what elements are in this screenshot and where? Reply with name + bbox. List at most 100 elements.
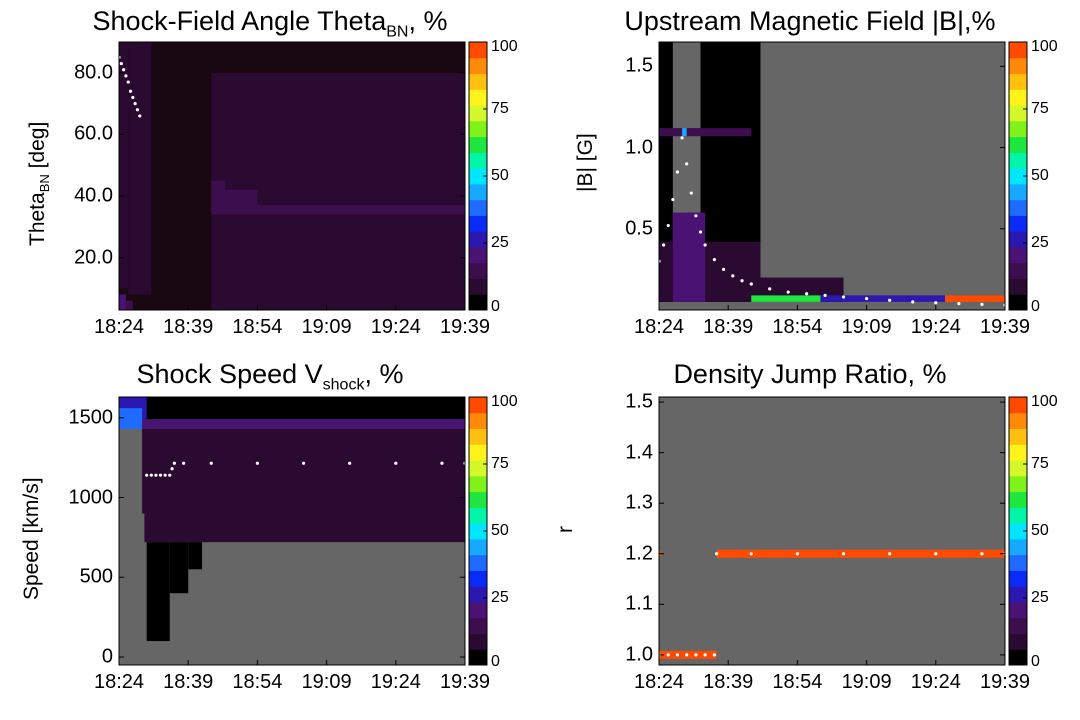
colorbar-tick-label: 0 (491, 653, 500, 670)
colorbar-tick-label: 0 (1031, 298, 1040, 315)
data-point (888, 298, 892, 302)
data-point (841, 295, 846, 299)
colorbar-segment (469, 601, 487, 619)
data-point (823, 293, 827, 297)
colorbar-tick-label: 75 (491, 455, 509, 472)
data-point (694, 653, 698, 657)
data-point (671, 197, 675, 202)
x-tick-label: 19:39 (979, 316, 1031, 338)
colorbar-segment (1009, 294, 1027, 311)
heatmap-band (125, 300, 133, 310)
plot-frame (118, 41, 466, 311)
heatmap-band (146, 542, 170, 642)
colorbar-segment (1009, 183, 1027, 201)
y-tick-label: 1.0 (625, 136, 653, 159)
data-point (170, 467, 174, 471)
data-point (128, 89, 133, 93)
colorbar-tick-label: 100 (491, 38, 518, 55)
heatmap-band (659, 128, 752, 137)
data-point (731, 274, 735, 278)
data-point (168, 473, 172, 477)
colorbar-segment (469, 633, 487, 650)
colorbar-segment (1009, 601, 1027, 619)
colorbar-segment (469, 507, 487, 524)
colorbar-tick-label: 50 (491, 167, 509, 184)
colorbar-tick-label: 75 (491, 100, 509, 117)
colorbar-segment (469, 538, 487, 556)
heatmap-band (142, 419, 466, 429)
data-point (145, 473, 149, 477)
data-point (675, 170, 680, 174)
data-point (181, 461, 186, 465)
colorbar-segment (469, 444, 487, 461)
data-point (721, 267, 726, 271)
x-tick-label: 18:24 (633, 671, 685, 693)
x-tick-label: 18:24 (633, 316, 685, 338)
data-point (934, 301, 938, 305)
y-tick-label: 60.0 (74, 122, 113, 145)
data-point (666, 223, 670, 228)
colorbar-segment (1009, 73, 1027, 90)
title-sub: BN (386, 23, 409, 41)
data-point (348, 461, 352, 465)
colorbar-segment (1009, 491, 1027, 508)
plot-frame (658, 41, 1006, 311)
colorbar-segment (1009, 136, 1027, 153)
colorbar-tick-label: 100 (491, 393, 518, 410)
x-tick-label: 19:09 (841, 671, 892, 693)
heatmap-band (659, 42, 673, 302)
data-point (888, 552, 892, 556)
colorbar-segment (469, 152, 487, 169)
colorbar-segment (1009, 633, 1027, 650)
y-tick-label: 40.0 (74, 184, 113, 207)
data-point (158, 473, 163, 477)
heatmap-plot (657, 41, 1028, 311)
panel-theta: Shock-Field Angle ThetaBN, % ThetaBN [de… (0, 0, 540, 360)
data-point (694, 214, 698, 218)
colorbar-segment (469, 523, 487, 540)
colorbar-segment (1009, 538, 1027, 556)
colorbar-segment (469, 554, 487, 571)
colorbar-segment (1009, 278, 1027, 295)
data-point (786, 290, 790, 294)
heatmap-band (119, 42, 129, 289)
colorbar-tick-label: 25 (491, 234, 509, 251)
heatmap-band (945, 295, 1005, 302)
y-tick-label: 1.5 (625, 390, 653, 413)
title-suffix: , % (364, 359, 404, 389)
x-tick-label: 18:54 (232, 671, 283, 693)
data-point (980, 302, 984, 306)
colorbar-tick-label: 25 (1031, 589, 1049, 606)
data-point (301, 461, 306, 465)
data-point (795, 552, 799, 556)
colorbar-segment (469, 586, 487, 603)
heatmap-band (119, 294, 126, 310)
colorbar-segment (1009, 554, 1027, 571)
colorbar-segment (469, 491, 487, 508)
colorbar-tick-label: 0 (491, 298, 500, 315)
data-point (934, 552, 938, 556)
colorbar-segment (1009, 215, 1027, 232)
heatmap-plot (657, 396, 1028, 666)
colorbar-segment (469, 262, 487, 279)
colorbar-segment (469, 136, 487, 153)
panel-title: Upstream Magnetic Field |B|,% (540, 6, 1080, 37)
heatmap-band (128, 42, 152, 295)
data-point (698, 230, 703, 234)
colorbar-segment (1009, 586, 1027, 603)
colorbar-segment (469, 246, 487, 264)
title-sub: shock (322, 376, 365, 394)
colorbar-tick-label: 50 (1031, 522, 1049, 539)
colorbar-tick-label: 25 (1031, 234, 1049, 251)
panel-title: Shock-Field Angle ThetaBN, % (0, 6, 540, 41)
data-point (666, 653, 670, 657)
heatmap-band (211, 189, 258, 206)
x-tick-label: 19:09 (301, 671, 352, 693)
colorbar-tick-label: 50 (1031, 167, 1049, 184)
colorbar-segment (1009, 617, 1027, 634)
heatmap-plot (117, 41, 488, 311)
data-point (749, 552, 753, 556)
colorbar-segment (469, 460, 487, 477)
data-point (122, 68, 126, 72)
panel-density-ratio: Density Jump Ratio, % r 1.0 1.1 1.2 1.3 1.4 1… (540, 355, 1080, 715)
